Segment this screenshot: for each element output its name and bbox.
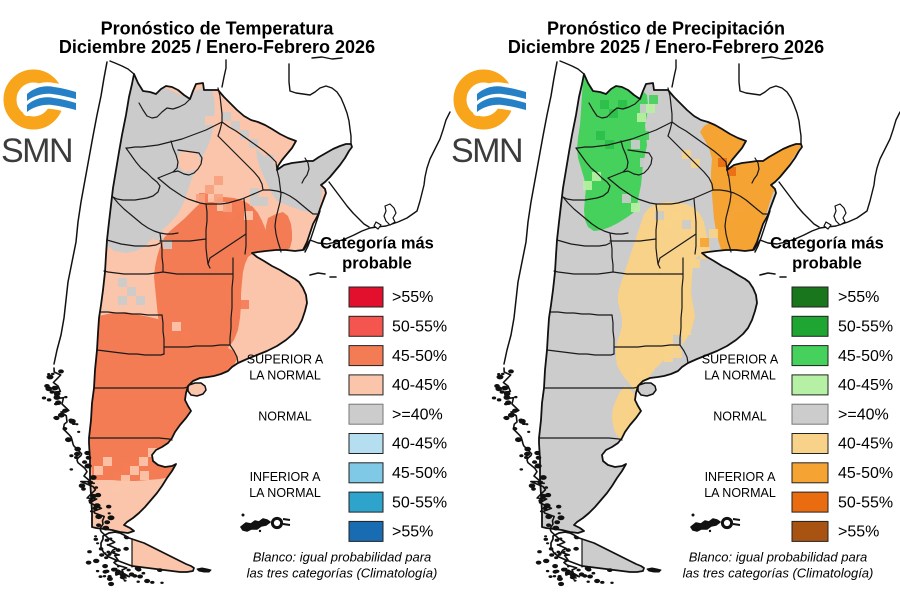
svg-text:INFERIOR A: INFERIOR A: [250, 470, 322, 484]
svg-text:NORMAL: NORMAL: [713, 410, 767, 424]
svg-text:Categoría más: Categoría más: [770, 235, 884, 253]
svg-text:40-45%: 40-45%: [392, 377, 447, 394]
svg-text:>55%: >55%: [392, 289, 433, 306]
svg-text:50-55%: 50-55%: [392, 319, 447, 336]
svg-text:50-55%: 50-55%: [838, 319, 893, 336]
svg-text:>55%: >55%: [838, 289, 879, 306]
svg-text:Pronóstico de Temperatura: Pronóstico de Temperatura: [101, 19, 335, 39]
svg-text:45-50%: 45-50%: [838, 465, 893, 482]
svg-text:45-50%: 45-50%: [392, 348, 447, 365]
svg-text:>55%: >55%: [392, 524, 433, 541]
svg-text:Blanco: igual probabilidad par: Blanco: igual probabilidad para: [253, 550, 432, 565]
svg-text:LA NORMAL: LA NORMAL: [249, 486, 321, 500]
svg-text:40-45%: 40-45%: [392, 436, 447, 453]
svg-text:INFERIOR A: INFERIOR A: [705, 470, 777, 484]
svg-text:SMN: SMN: [1, 132, 72, 170]
svg-text:LA NORMAL: LA NORMAL: [704, 486, 776, 500]
svg-text:LA NORMAL: LA NORMAL: [704, 369, 776, 383]
svg-text:Pronóstico de Precipitación: Pronóstico de Precipitación: [547, 19, 785, 39]
svg-text:>55%: >55%: [838, 524, 879, 541]
svg-text:SUPERIOR A: SUPERIOR A: [247, 353, 324, 367]
svg-text:40-45%: 40-45%: [838, 377, 893, 394]
svg-text:NORMAL: NORMAL: [258, 410, 312, 424]
svg-text:45-50%: 45-50%: [838, 348, 893, 365]
svg-text:40-45%: 40-45%: [838, 436, 893, 453]
svg-text:SUPERIOR A: SUPERIOR A: [702, 353, 779, 367]
svg-text:probable: probable: [792, 255, 862, 273]
svg-text:Categoría más: Categoría más: [320, 235, 434, 253]
svg-text:50-55%: 50-55%: [838, 494, 893, 511]
svg-text:>=40%: >=40%: [392, 406, 443, 423]
svg-text:>=40%: >=40%: [838, 406, 889, 423]
svg-text:LA NORMAL: LA NORMAL: [249, 369, 321, 383]
svg-text:45-50%: 45-50%: [392, 465, 447, 482]
svg-text:50-55%: 50-55%: [392, 494, 447, 511]
svg-text:Diciembre 2025 / Enero-Febrero: Diciembre 2025 / Enero-Febrero 2026: [508, 37, 824, 57]
svg-text:SMN: SMN: [451, 132, 522, 170]
svg-text:Blanco: igual probabilidad par: Blanco: igual probabilidad para: [689, 550, 868, 565]
svg-text:Diciembre 2025 / Enero-Febrero: Diciembre 2025 / Enero-Febrero 2026: [59, 37, 375, 57]
svg-text:las tres categorías (Climatolo: las tres categorías (Climatología): [247, 566, 438, 581]
svg-text:las tres categorías (Climatolo: las tres categorías (Climatología): [683, 566, 874, 581]
svg-text:probable: probable: [342, 255, 412, 273]
